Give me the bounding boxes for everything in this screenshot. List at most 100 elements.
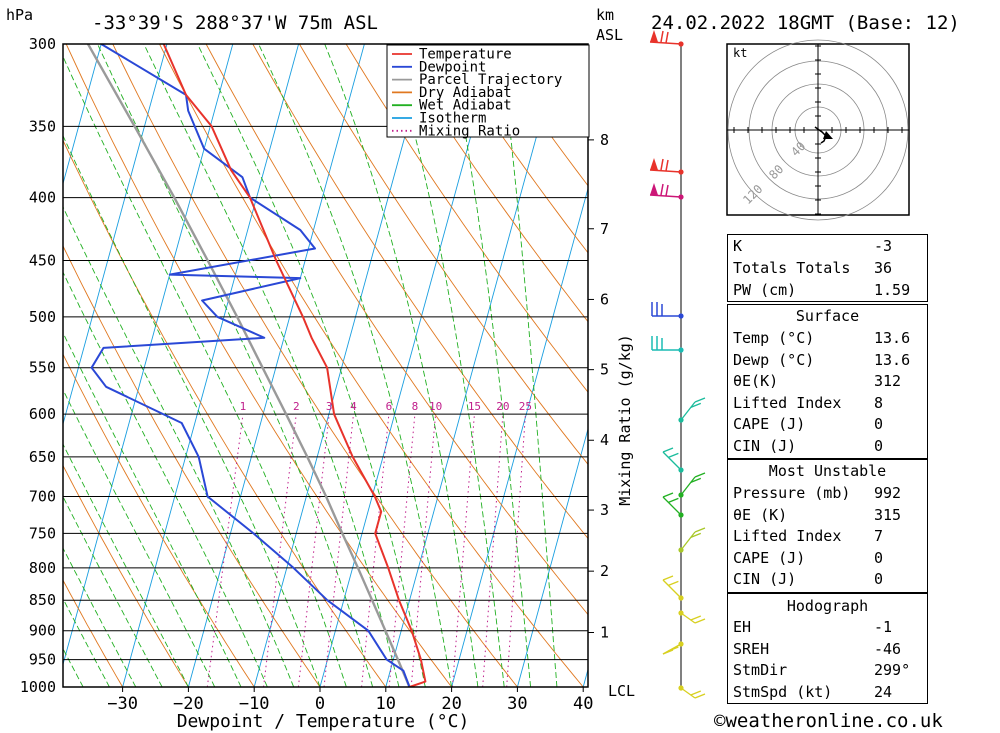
km-tick-label: 6	[600, 290, 609, 308]
stat-row: Lifted Index 8	[728, 393, 927, 414]
stat-label: SREH	[733, 639, 770, 658]
mixing-ratio-line	[388, 414, 416, 687]
legend-label: Parcel Trajectory	[419, 72, 562, 88]
stat-value: 299°	[874, 661, 911, 680]
stat-row: Lifted Index 7	[728, 526, 927, 547]
stat-value: 315	[874, 505, 902, 524]
isotherm-line	[122, 44, 300, 687]
dry-adiabat-line	[953, 44, 1000, 687]
isotherm-line	[63, 44, 102, 186]
unit-asl: ASL	[596, 26, 623, 44]
pressure-tick-label: 1000	[20, 678, 56, 696]
stat-value: 8	[874, 393, 884, 412]
x-axis-title: Dewpoint / Temperature (°C)	[177, 711, 470, 732]
pw-label: PW (cm)	[733, 281, 797, 299]
location-title: -33°39'S 288°37'W 75m ASL	[92, 12, 378, 34]
mixing-ratio-label: 20	[496, 400, 509, 413]
mixing-ratio-label: 4	[350, 400, 357, 413]
chart-profiles	[86, 44, 427, 687]
dry-adiabat-line	[392, 44, 588, 323]
mixing-ratio-label: 15	[468, 400, 481, 413]
legend-label: Temperature	[419, 47, 512, 63]
stat-value: 0	[874, 437, 884, 455]
wet-adiabat-line	[448, 44, 532, 687]
km-tick-label: 8	[600, 131, 609, 149]
isotherm-line	[253, 44, 431, 687]
datetime-title: 24.02.2022 18GMT (Base: 12)	[651, 12, 960, 34]
mixing-ratio-line	[451, 414, 475, 687]
copyright[interactable]: ©weatheronline.co.uk	[714, 710, 943, 732]
stat-row: Dewp (°C) 13.6	[728, 350, 927, 371]
pressure-tick-label: 950	[29, 651, 56, 669]
stat-label: EH	[733, 618, 752, 636]
pressure-tick-label: 750	[29, 524, 56, 542]
stat-value: 0	[874, 570, 884, 589]
pressure-tick-label: 650	[29, 448, 56, 466]
wind-barb	[662, 451, 682, 471]
wind-pennant	[650, 30, 658, 42]
hodograph-stats-box: Hodograph EH -1 SREH -46 StmDir 299° StmSpd (k…	[727, 593, 928, 704]
pressure-tick-label: 450	[29, 252, 56, 270]
mixing-ratio-label: 25	[519, 400, 532, 413]
legend-label: Dewpoint	[419, 59, 486, 75]
pressure-tick-label: 300	[29, 35, 56, 53]
wet-adiabat-line	[63, 443, 189, 687]
indices-box: K -3 Totals Totals 36 PW (cm) 1.59	[727, 234, 928, 302]
km-tick-label: 5	[600, 361, 609, 379]
pressure-tick-label: 400	[29, 189, 56, 207]
x-tick-label: 0	[315, 694, 325, 714]
isotherm-line	[385, 44, 563, 687]
mixing-ratio-label: 3	[326, 400, 333, 413]
wet-adiabat-line	[63, 55, 347, 687]
stat-label: CAPE (J)	[733, 548, 806, 567]
totals-totals-value: 36	[874, 259, 893, 277]
parcel-trajectory-line	[86, 44, 411, 687]
stat-row: Temp (°C) 13.6	[728, 328, 927, 349]
mixing-ratio-line	[263, 414, 297, 687]
wet-adiabat-line	[63, 495, 163, 687]
stat-label: CIN (J)	[733, 570, 797, 589]
stat-row: CIN (J) 0	[728, 436, 927, 457]
km-tick-label: 3	[600, 501, 609, 519]
pressure-tick-label: 500	[29, 308, 56, 326]
mixing-ratio-line	[361, 414, 390, 687]
legend-label: Mixing Ratio	[419, 123, 520, 139]
wet-adiabat-line	[63, 388, 216, 687]
wet-adiabat-line	[324, 44, 479, 687]
stat-label: CAPE (J)	[733, 415, 806, 434]
dry-adiabat-line	[63, 579, 123, 687]
chart-axes: 1 2 3 4 6 8 10 15 20 2530035040045050055060065070…	[20, 35, 609, 714]
wet-adiabat-line	[63, 597, 110, 687]
wind-barb	[680, 476, 696, 496]
stat-label: θE (K)	[733, 505, 788, 524]
k-index-label: K	[733, 237, 743, 255]
stat-value: 312	[874, 372, 902, 391]
stat-row: CAPE (J) 0	[728, 414, 927, 435]
k-index-value: -3	[874, 237, 893, 255]
stat-label: Temp (°C)	[733, 329, 815, 347]
wind-barb	[680, 531, 696, 551]
km-tick-label: 4	[600, 431, 609, 449]
stat-value: 992	[874, 484, 902, 502]
legend-label: Dry Adiabat	[419, 85, 512, 101]
dry-adiabat-line	[439, 44, 588, 254]
pressure-tick-label: 800	[29, 559, 56, 577]
mixing-ratio-line	[297, 414, 330, 687]
stat-value: 24	[874, 682, 893, 701]
wet-adiabat-line	[389, 44, 505, 687]
mixing-ratio-line	[206, 414, 244, 687]
x-tick-label: −10	[239, 694, 270, 714]
dewpoint-line	[90, 44, 411, 687]
wind-barb	[649, 41, 682, 45]
wind-barb	[680, 401, 696, 421]
pressure-tick-label: 700	[29, 488, 56, 506]
stat-value: -46	[874, 639, 902, 658]
wet-adiabat-line	[499, 44, 558, 687]
stat-label: Dewp (°C)	[733, 350, 815, 369]
temperature-line	[162, 44, 427, 687]
mixing-ratio-label: 2	[293, 400, 300, 413]
lcl-label: LCL	[608, 682, 635, 700]
wind-barb	[680, 687, 696, 699]
pressure-tick-label: 350	[29, 117, 56, 135]
